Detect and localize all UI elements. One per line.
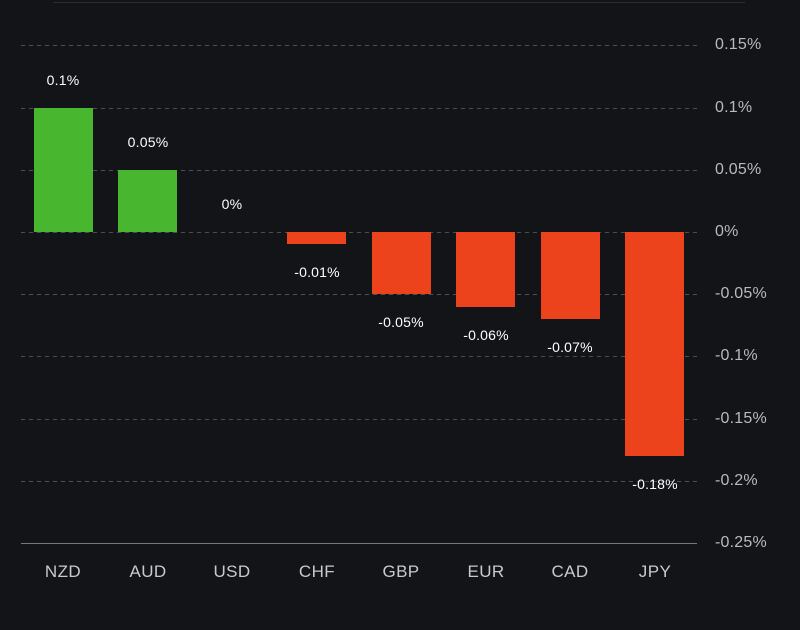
bar-value-label-eur: -0.06% xyxy=(463,327,509,343)
bar-aud xyxy=(118,170,177,232)
top-divider-line xyxy=(53,2,745,3)
y-tick-label: -0.25% xyxy=(715,534,767,551)
y-tick-label: -0.2% xyxy=(715,472,758,489)
bar-value-label-jpy: -0.18% xyxy=(632,476,678,492)
gridline xyxy=(21,232,697,233)
bar-value-label-aud: 0.05% xyxy=(127,134,169,150)
x-axis-label-nzd: NZD xyxy=(44,562,82,581)
gridline xyxy=(21,45,697,46)
gridline xyxy=(21,356,697,357)
gridline xyxy=(21,481,697,482)
x-axis-label-gbp: GBP xyxy=(382,562,420,581)
y-tick-label: 0.15% xyxy=(715,36,762,53)
y-tick-label: -0.15% xyxy=(715,410,767,427)
y-tick-label: -0.05% xyxy=(715,285,767,302)
bar-nzd xyxy=(34,108,93,232)
gridline xyxy=(21,108,697,109)
x-axis-label-aud: AUD xyxy=(129,562,167,581)
axis-baseline xyxy=(21,543,697,544)
x-axis-label-cad: CAD xyxy=(551,562,589,581)
bar-jpy xyxy=(625,232,684,456)
bar-value-label-gbp: -0.05% xyxy=(378,314,424,330)
bar-value-label-chf: -0.01% xyxy=(294,264,340,280)
gridline xyxy=(21,419,697,420)
y-tick-label: -0.1% xyxy=(715,347,758,364)
x-axis-label-eur: EUR xyxy=(467,562,505,581)
bar-value-label-usd: 0% xyxy=(221,196,243,212)
bar-value-label-cad: -0.07% xyxy=(547,339,593,355)
gridline xyxy=(21,170,697,171)
bar-chf xyxy=(287,232,346,244)
bar-eur xyxy=(456,232,515,307)
x-axis-label-jpy: JPY xyxy=(638,562,672,581)
bar-value-label-nzd: 0.1% xyxy=(46,72,80,88)
bar-cad xyxy=(541,232,600,319)
x-axis-label-chf: CHF xyxy=(298,562,336,581)
gridline xyxy=(21,294,697,295)
y-tick-label: 0% xyxy=(715,223,739,240)
bar-gbp xyxy=(372,232,431,294)
y-tick-label: 0.1% xyxy=(715,99,753,116)
x-axis-label-usd: USD xyxy=(213,562,251,581)
y-tick-label: 0.05% xyxy=(715,161,762,178)
